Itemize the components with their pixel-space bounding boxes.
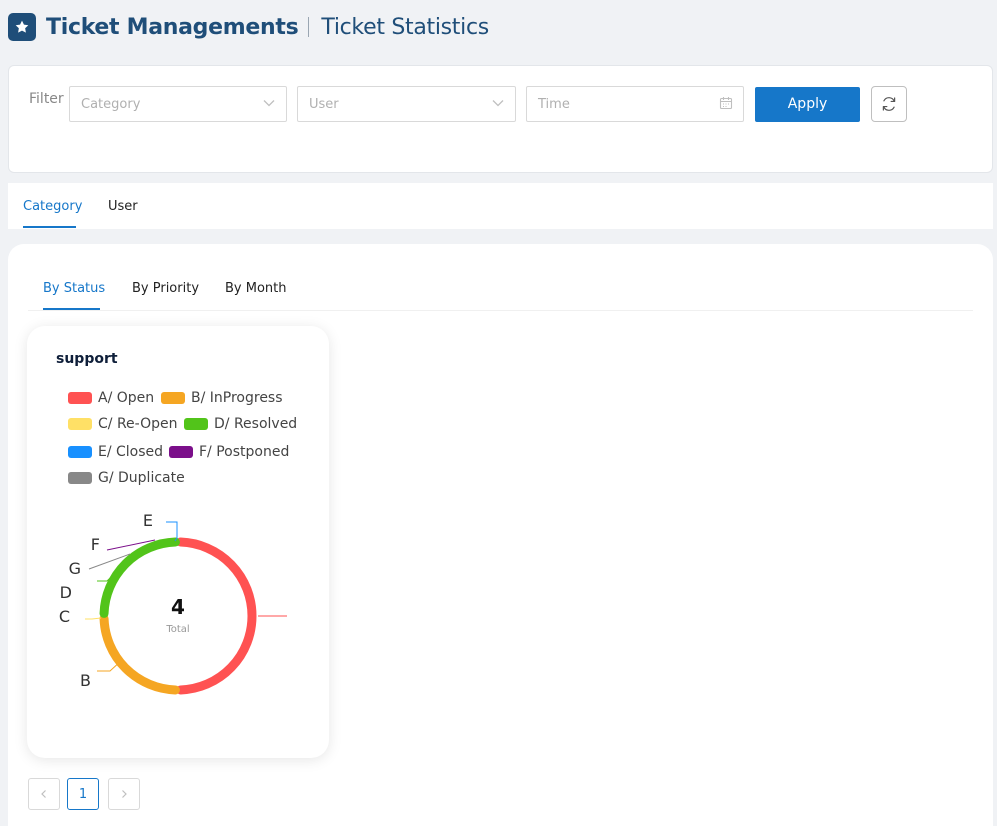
legend-label: E/ Closed [98,444,164,460]
legend-item-postponed[interactable]: F/ Postponed [169,444,289,460]
subtab-divider [28,310,973,311]
pagination-prev-button[interactable] [28,778,60,810]
leader-line-f [106,539,156,551]
total-value: 4 [171,595,185,619]
refresh-button[interactable] [871,86,907,122]
time-picker[interactable]: Time [526,86,744,122]
filter-panel: Filter Category User Time Apply [8,65,993,173]
legend-label: G/ Duplicate [98,470,185,486]
pagination-next-button[interactable] [108,778,140,810]
legend-swatch [184,418,208,430]
page-header: Ticket Managements Ticket Statistics [8,12,489,42]
chevron-left-icon [41,790,46,798]
tab-category[interactable]: Category [23,199,83,214]
tab-by-month[interactable]: By Month [225,281,287,296]
legend-swatch [68,472,92,484]
legend-swatch [68,446,92,458]
legend-label: C/ Re-Open [98,416,178,432]
slice-label-c: C [59,607,70,626]
donut-slice-a[interactable] [176,537,257,695]
user-select[interactable]: User [297,86,516,122]
legend-swatch [68,392,92,404]
tab-user[interactable]: User [108,199,138,214]
refresh-icon [882,97,896,111]
legend-swatch [169,446,193,458]
legend-label: F/ Postponed [199,444,290,460]
active-subtab-indicator [43,308,100,310]
category-select[interactable]: Category [69,86,287,122]
leader-line-g [88,553,131,570]
category-placeholder: Category [81,97,141,112]
status-chart-card: support A/ Open B/ InProgress C/ Re-Open… [27,326,329,758]
tab-by-status[interactable]: By Status [43,281,106,296]
slice-label-e: E [143,511,153,530]
slice-label-d: D [60,583,72,602]
leader-line-c [85,617,102,620]
chevron-down-icon [263,100,275,107]
time-placeholder: Time [538,97,570,112]
slice-label-g: G [69,559,81,578]
chart-card-title: support [56,351,118,367]
status-donut-chart: E F G D C B 4 Total [59,511,287,695]
legend-item-open[interactable]: A/ Open [68,390,154,406]
legend-label: A/ Open [98,390,155,406]
apply-button[interactable]: Apply [755,87,860,122]
app-title: Ticket Managements [46,14,299,40]
legend-swatch [161,392,185,404]
active-tab-indicator [23,226,76,228]
chevron-right-icon [122,790,127,798]
tab-by-priority[interactable]: By Priority [132,281,200,296]
legend-swatch [68,418,92,430]
donut-slice-b[interactable] [99,614,180,695]
legend-label: B/ InProgress [191,390,283,406]
legend-item-resolved[interactable]: D/ Resolved [184,416,297,432]
legend-item-duplicate[interactable]: G/ Duplicate [68,470,185,486]
slice-label-f: F [91,535,100,554]
donut-slice-d[interactable] [99,537,180,618]
title-separator [308,17,310,37]
leader-line-e [166,521,178,542]
main-tabs: Category User [8,183,993,229]
page-title: Ticket Statistics [321,14,489,40]
pagination-page-button[interactable]: 1 [67,778,99,810]
total-label: Total [165,624,189,635]
leader-line-b [97,659,123,672]
calendar-icon [719,97,733,110]
filter-label: Filter [29,91,64,107]
leader-line-d [97,557,132,582]
ticket-star-icon [8,13,36,41]
legend-item-reopen[interactable]: C/ Re-Open [68,416,178,432]
slice-label-b: B [80,671,91,690]
chevron-down-icon [492,100,504,107]
legend-item-closed[interactable]: E/ Closed [68,444,163,460]
legend-label: D/ Resolved [214,416,298,432]
legend-item-inprogress[interactable]: B/ InProgress [161,390,283,406]
user-placeholder: User [309,97,339,112]
